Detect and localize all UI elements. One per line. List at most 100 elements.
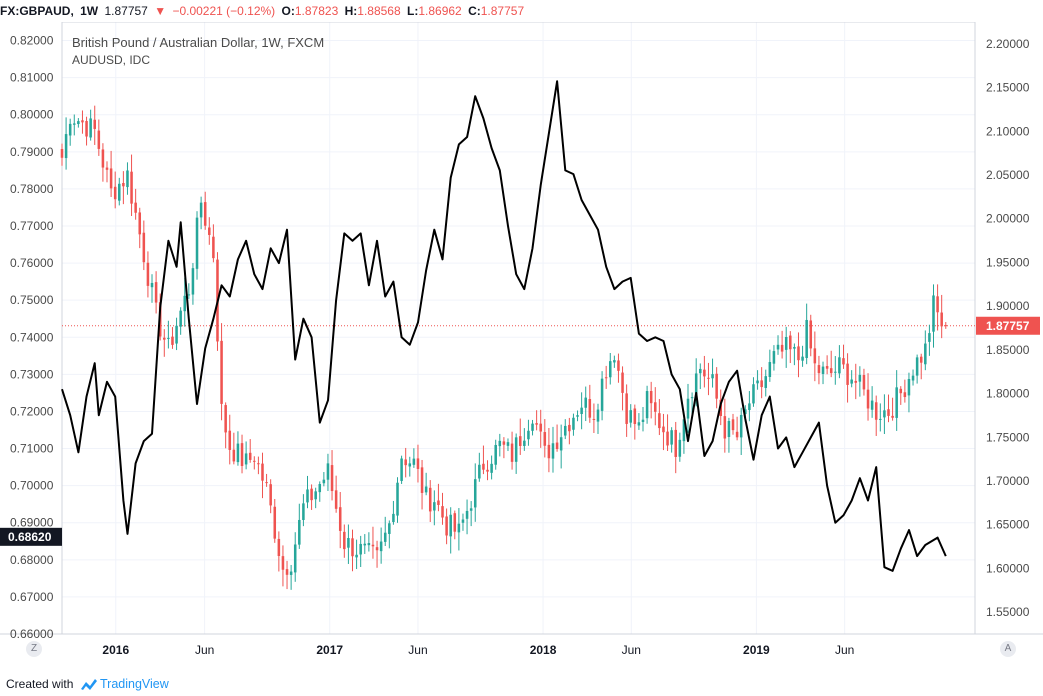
candle-body — [670, 430, 673, 445]
candle-body — [486, 469, 489, 472]
price-change: −0.00221 (−0.12%) — [172, 4, 276, 18]
candle-body — [461, 519, 465, 523]
main-series-legend[interactable]: British Pound / Australian Dollar, 1W, F… — [72, 35, 324, 50]
candle-body — [142, 232, 146, 263]
right-axis-tick-label: 1.70000 — [986, 474, 1030, 488]
auto-scale-button[interactable]: A — [1000, 641, 1016, 657]
right-price-axis[interactable]: 1.55000 1.60000 1.65000 1.70000 1.75000 1.800… — [976, 37, 1040, 619]
high-value: 1.88568 — [357, 4, 401, 18]
candle-body — [199, 202, 203, 218]
candle-body — [760, 380, 763, 388]
candle-body — [285, 569, 289, 575]
candle-body — [502, 441, 506, 445]
candle-body — [658, 413, 661, 429]
right-axis-tick-label: 2.00000 — [986, 212, 1030, 226]
candle-body — [318, 484, 322, 493]
candle-body — [171, 336, 174, 345]
chart-canvas[interactable]: 0.66000 0.67000 0.68000 0.69000 0.70000 0.710… — [0, 22, 1043, 672]
candle-body — [551, 443, 555, 459]
candle-body — [203, 202, 207, 226]
candle-body — [465, 510, 469, 519]
left-axis-tick-label: 0.68000 — [10, 553, 54, 567]
candle-body — [392, 513, 395, 522]
candle-body — [490, 463, 493, 473]
candle-body — [89, 118, 92, 138]
candle-body — [134, 202, 137, 213]
candle-body — [253, 460, 256, 462]
low-value: 1.86962 — [418, 4, 462, 18]
left-axis-tick-label: 0.66000 — [10, 627, 54, 641]
candle-body — [592, 418, 596, 420]
right-current-price-badge — [976, 316, 1040, 335]
symbol-name[interactable]: FX:GBPAUD, — [0, 4, 74, 18]
candle-body — [412, 458, 416, 465]
candle-body — [167, 337, 170, 339]
candle-body — [293, 544, 297, 573]
interval[interactable]: 1W — [80, 4, 99, 18]
candle-body — [97, 130, 101, 149]
candle-body — [224, 405, 227, 433]
right-axis-tick-label: 1.85000 — [986, 343, 1030, 357]
candle-body — [367, 543, 371, 546]
candle-body — [428, 487, 432, 512]
candle-body — [228, 430, 232, 450]
candle-body — [113, 186, 117, 200]
candle-body — [699, 368, 702, 374]
candle-body — [580, 407, 583, 415]
candle-body — [379, 541, 383, 552]
candle-body — [784, 337, 788, 350]
zoom-button[interactable]: Z — [26, 641, 42, 657]
candle-body — [289, 571, 293, 575]
candle-body — [821, 366, 825, 374]
candle-body — [478, 464, 481, 479]
audusd-line-path — [61, 80, 947, 572]
candle-body — [838, 357, 841, 374]
candle-body — [825, 366, 829, 369]
grid — [62, 22, 975, 635]
candle-body — [126, 170, 129, 188]
candle-body — [780, 344, 784, 352]
candle-body — [895, 387, 898, 418]
right-axis-tick-label: 2.10000 — [986, 124, 1030, 138]
candle-body — [351, 538, 354, 557]
candle-body — [244, 453, 248, 465]
candle-body — [383, 532, 387, 542]
candle-body — [686, 398, 690, 419]
compare-series-legend[interactable]: AUDUSD, IDC — [72, 53, 150, 67]
candle-body — [735, 431, 739, 438]
right-axis-tick-label: 1.55000 — [986, 605, 1030, 619]
high-label: H: — [344, 4, 358, 18]
audusd-line — [61, 80, 947, 572]
candle-body — [261, 463, 264, 481]
time-axis-tick-label: Jun — [408, 643, 427, 657]
candle-body — [842, 358, 845, 365]
candle-body — [809, 320, 813, 349]
candle-body — [118, 183, 121, 201]
candle-body — [862, 375, 866, 390]
open-value: 1.87823 — [294, 4, 339, 18]
candle-body — [326, 463, 330, 480]
candle-body — [924, 343, 927, 365]
candle-body — [563, 425, 567, 436]
candle-body — [77, 121, 80, 125]
left-axis-tick-label: 0.79000 — [10, 145, 54, 159]
candle-body — [183, 295, 187, 312]
candle-body — [940, 312, 943, 327]
candle-body — [617, 360, 620, 371]
candle-body — [752, 384, 755, 404]
candle-body — [756, 380, 759, 384]
candle-body — [355, 554, 358, 558]
candle-body — [269, 484, 272, 506]
candle-body — [85, 120, 88, 137]
tradingview-brand[interactable]: TradingView — [100, 677, 169, 691]
candle-body — [400, 458, 403, 481]
candle-body — [375, 547, 379, 551]
gbpaud-candles — [60, 105, 948, 590]
left-price-axis[interactable]: 0.66000 0.67000 0.68000 0.69000 0.70000 0.710… — [0, 34, 62, 641]
candle-body — [604, 377, 608, 379]
created-with-text: Created with — [6, 677, 74, 691]
candle-body — [600, 378, 604, 411]
time-axis[interactable]: 2016 Jun 2017 Jun 2018 Jun 2019 Jun — [102, 643, 854, 657]
candle-body — [498, 440, 502, 447]
candle-body — [265, 482, 268, 484]
